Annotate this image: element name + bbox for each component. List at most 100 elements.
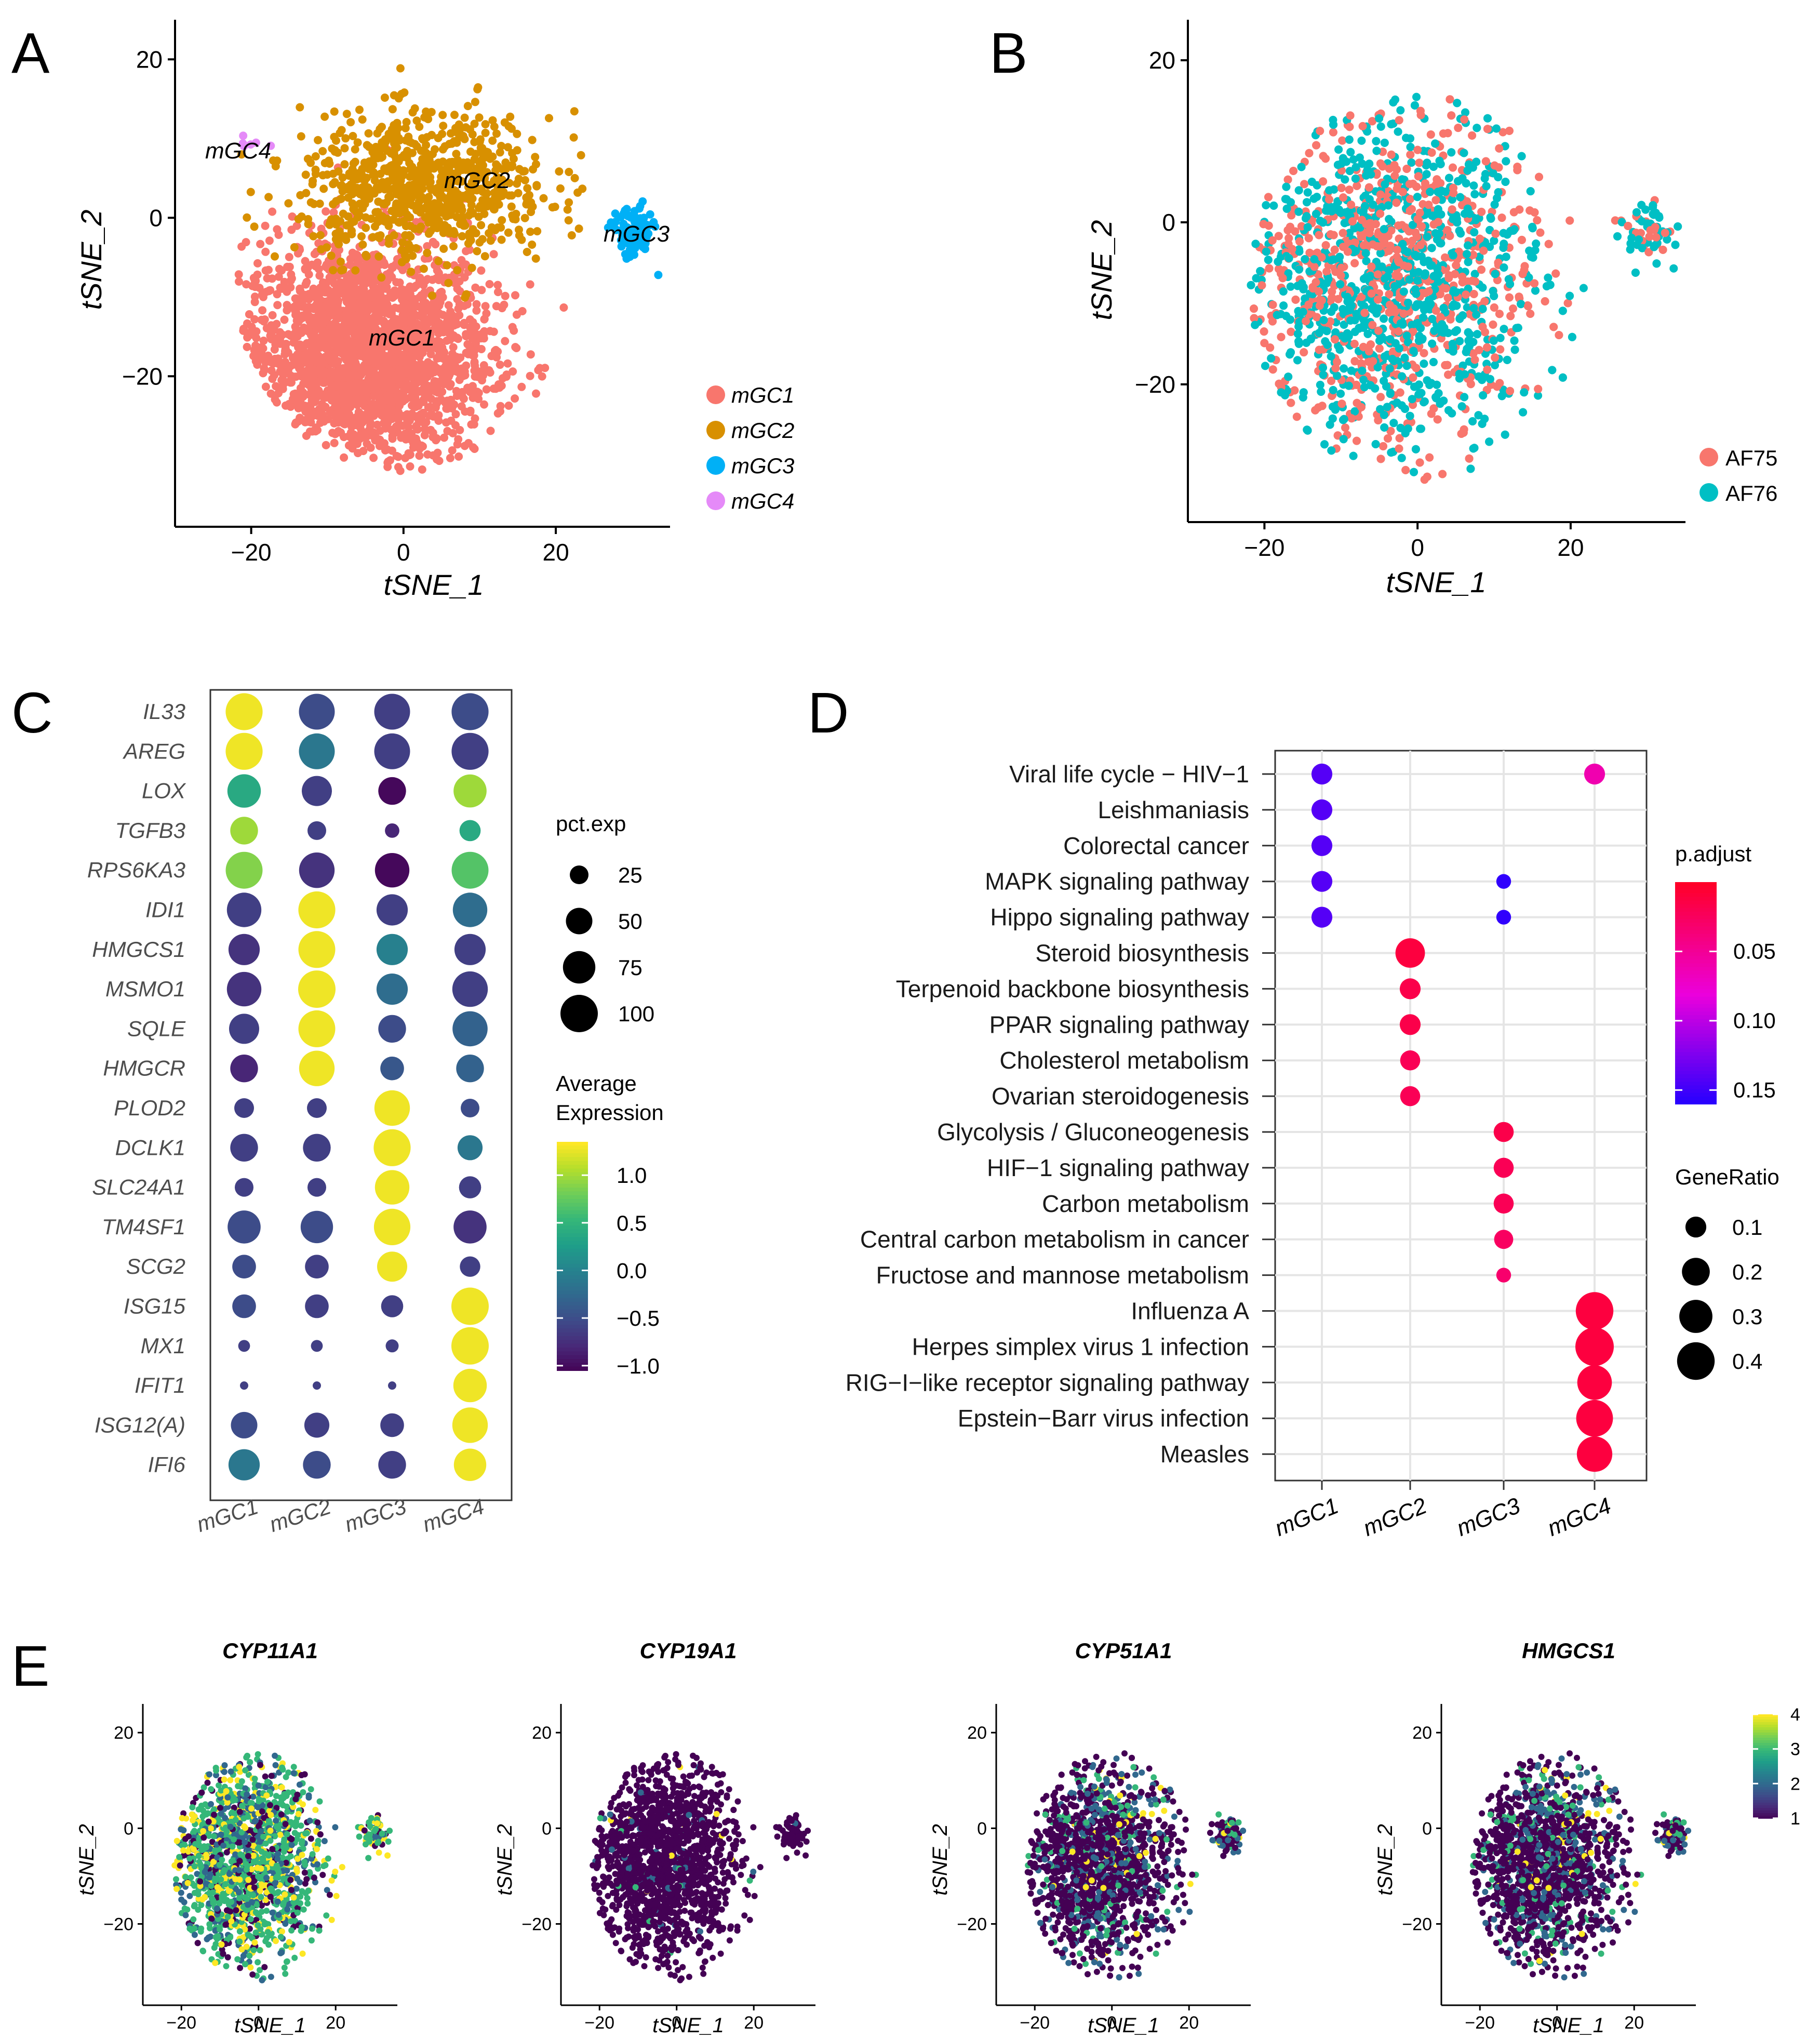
point-mgc1 <box>347 295 356 304</box>
point-mgc2 <box>402 136 410 145</box>
point-mgc1 <box>261 266 270 275</box>
point-mgc2 <box>423 133 431 142</box>
point-mgc1 <box>501 337 510 345</box>
point-mgc1 <box>272 382 280 391</box>
point-mgc2 <box>419 264 428 273</box>
point-mgc1 <box>517 382 526 391</box>
point-mgc1 <box>472 300 481 309</box>
point-mgc1 <box>253 361 262 369</box>
point-mgc1 <box>429 237 437 246</box>
point-mgc2 <box>481 128 490 137</box>
point-mgc1 <box>329 353 338 362</box>
point-mgc2 <box>371 222 379 231</box>
point-mgc2 <box>377 273 386 282</box>
point-mgc2 <box>567 231 576 239</box>
point-mgc1 <box>315 356 324 364</box>
point-mgc1 <box>392 451 401 460</box>
point-mgc1 <box>387 406 396 415</box>
point-mgc1 <box>412 412 421 421</box>
point-mgc2 <box>330 147 339 156</box>
point-mgc2 <box>406 232 415 241</box>
point-mgc1 <box>384 356 393 365</box>
point-mgc1 <box>380 295 389 304</box>
point-mgc2 <box>325 159 334 168</box>
point-mgc1 <box>271 395 279 404</box>
point-mgc1 <box>315 408 324 417</box>
point-mgc1 <box>273 225 282 234</box>
point-mgc1 <box>414 311 423 320</box>
point-mgc2 <box>306 158 315 167</box>
point-mgc1 <box>435 318 444 327</box>
point-mgc1 <box>491 345 500 354</box>
point-mgc1 <box>292 396 301 405</box>
point-mgc2 <box>507 202 516 211</box>
panel-a-legend: mGC1 mGC2 mGC3 mGC4 <box>706 383 794 513</box>
point-mgc1 <box>453 295 462 303</box>
point-mgc2 <box>439 244 448 253</box>
point-mgc1 <box>314 366 323 375</box>
point-af75 <box>1376 393 1385 402</box>
point-mgc1 <box>355 300 364 309</box>
point-mgc1 <box>315 271 324 280</box>
point-mgc1 <box>491 384 500 393</box>
point-mgc1 <box>434 416 443 425</box>
point-mgc1 <box>370 409 379 417</box>
panel-b-letter: B <box>989 21 1027 85</box>
point-mgc2 <box>450 228 459 237</box>
point-mgc2 <box>423 168 432 177</box>
point-mgc2 <box>444 278 453 287</box>
point-af75 <box>1275 264 1283 273</box>
point-mgc1 <box>408 401 416 410</box>
point-mgc2 <box>362 250 370 259</box>
point-mgc1 <box>304 380 313 389</box>
point-af76 <box>1452 326 1461 335</box>
point-mgc2 <box>329 200 338 209</box>
point-mgc2 <box>308 180 317 189</box>
point-af76 <box>1453 99 1462 108</box>
point-mgc1 <box>500 300 508 309</box>
legend-swatch-mgc2 <box>706 421 725 439</box>
point-mgc1 <box>253 259 262 268</box>
point-mgc1 <box>442 327 451 336</box>
point-mgc1 <box>443 404 452 413</box>
point-mgc1 <box>404 385 413 394</box>
point-af76 <box>1410 468 1418 476</box>
panel-a-letter: A <box>11 21 50 85</box>
point-mgc2 <box>434 216 443 225</box>
point-mgc1 <box>393 392 402 401</box>
point-mgc1 <box>388 425 397 434</box>
point-mgc2 <box>475 158 484 167</box>
point-mgc1 <box>266 331 275 340</box>
legend-label-mgc4: mGC4 <box>731 489 794 513</box>
point-mgc1 <box>367 368 376 377</box>
point-mgc1 <box>267 274 276 283</box>
point-mgc2 <box>486 236 495 245</box>
point-af76 <box>1462 179 1470 188</box>
point-mgc1 <box>486 427 495 435</box>
point-mgc2 <box>438 205 447 214</box>
point-mgc2 <box>488 197 496 206</box>
point-af76 <box>1422 170 1431 179</box>
point-af75 <box>1292 412 1301 421</box>
point-mgc2 <box>296 103 304 112</box>
point-mgc1 <box>307 349 316 358</box>
point-mgc2 <box>363 141 371 150</box>
point-af76 <box>1483 114 1492 123</box>
point-mgc2 <box>401 124 410 132</box>
point-mgc2 <box>520 214 529 222</box>
point-mgc1 <box>371 384 379 393</box>
point-mgc2 <box>452 150 461 158</box>
point-mgc3 <box>630 250 638 259</box>
point-mgc1 <box>327 384 336 393</box>
point-mgc1 <box>469 318 477 327</box>
point-mgc1 <box>455 311 464 319</box>
point-mgc2 <box>350 188 359 197</box>
point-mgc2 <box>383 146 392 155</box>
point-mgc2 <box>470 138 479 146</box>
point-mgc1 <box>426 425 435 434</box>
point-mgc1 <box>342 350 351 359</box>
point-mgc2 <box>527 198 536 207</box>
legend-swatch-mgc1 <box>706 385 725 404</box>
point-mgc2 <box>399 217 408 225</box>
point-mgc2 <box>396 64 405 73</box>
